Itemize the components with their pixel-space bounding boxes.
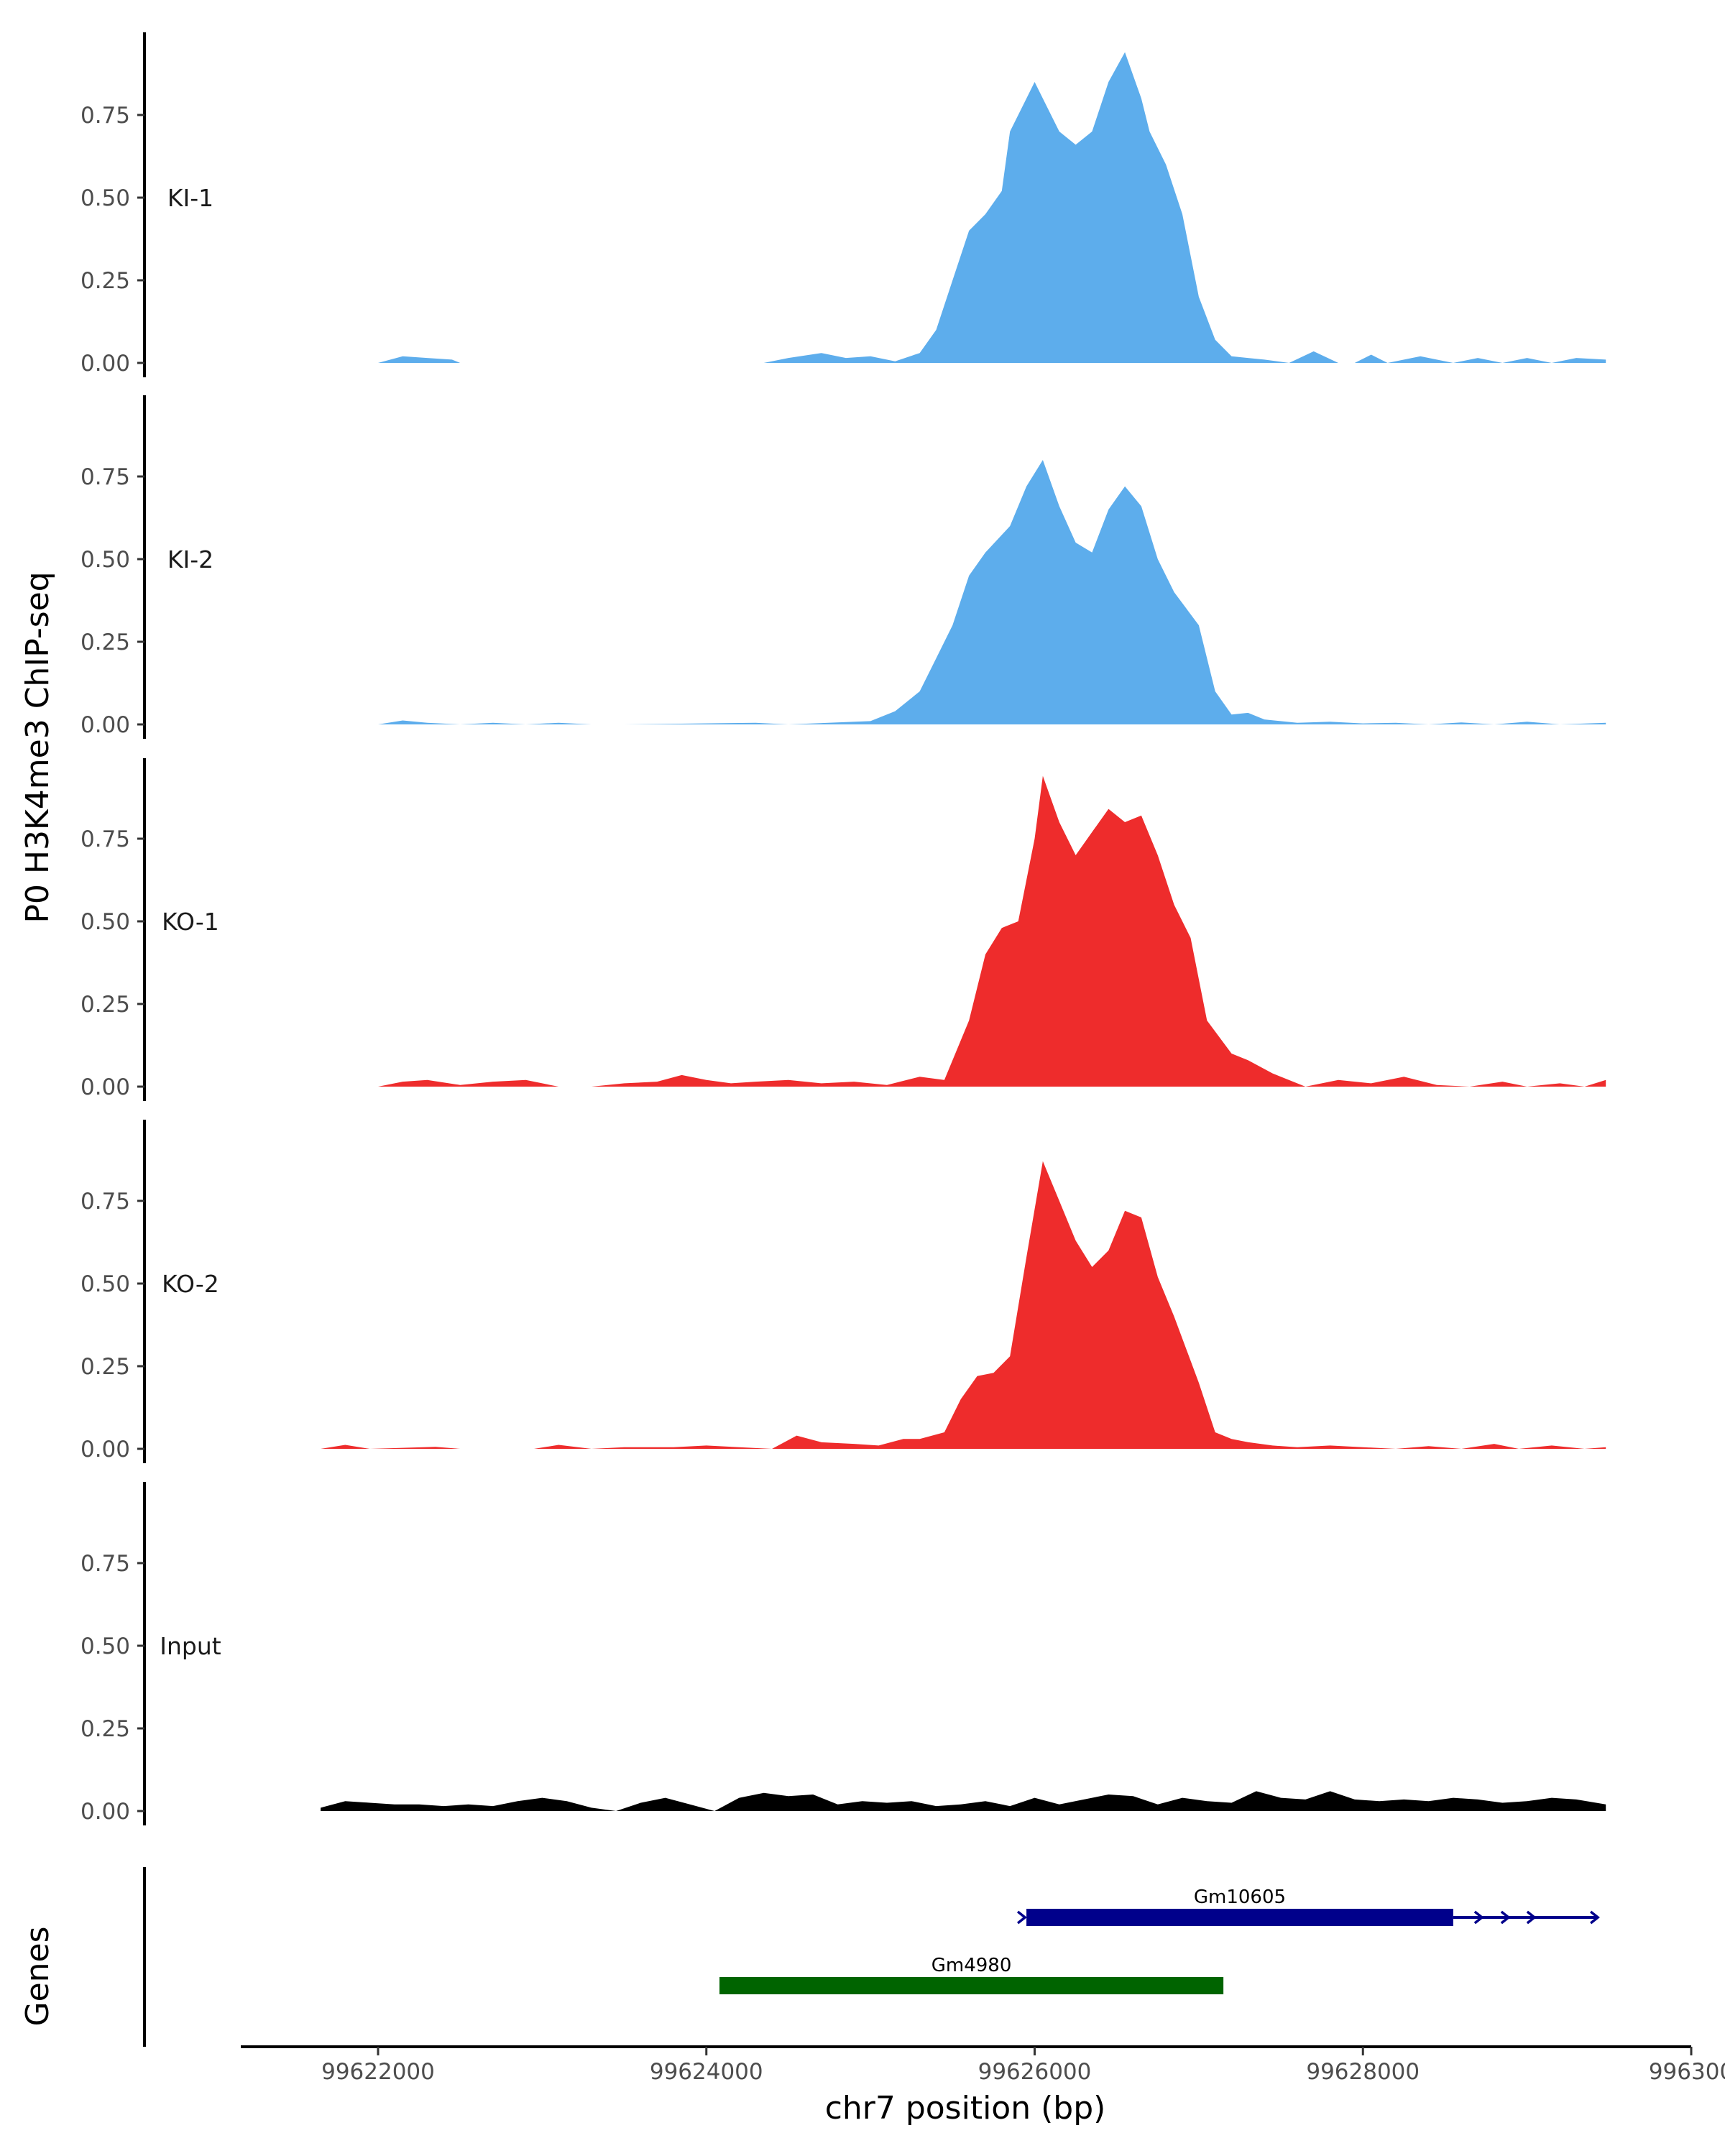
x-tick-label: 99628000 [1306, 2059, 1420, 2085]
gene-label: Gm10605 [1194, 1886, 1286, 1908]
track-panel-ko-2: 0.00 0.25 0.50 0.75 KO-2 [80, 1120, 1606, 1463]
gene-exon-bar [1026, 1909, 1453, 1926]
y-tick-label: 0.25 [80, 992, 130, 1018]
y-tick-label: 0.75 [80, 826, 130, 852]
signal-area-ko-1 [378, 775, 1606, 1087]
track-label: Input [160, 1632, 221, 1660]
gene-gm10605: Gm10605 [1016, 1886, 1600, 1926]
x-tick-label: 99622000 [321, 2059, 435, 2085]
track-panel-ki-2: 0.00 0.25 0.50 0.75 KI-2 [80, 395, 1606, 739]
y-tick-label: 0.25 [80, 630, 130, 655]
y-tick-label: 0.75 [80, 1551, 130, 1577]
x-tick-label: 996300 [1649, 2059, 1725, 2085]
track-label: KI-1 [167, 184, 213, 212]
track-panel-ki-1: 0.00 0.25 0.50 0.75 KI-1 [80, 32, 1606, 377]
y-tick-label: 0.00 [80, 1437, 130, 1462]
y-tick-label: 0.75 [80, 103, 130, 129]
y-tick-label: 0.75 [80, 464, 130, 490]
y-tick-label: 0.50 [80, 1634, 130, 1659]
track-panel-input: 0.00 0.25 0.50 0.75 Input [80, 1482, 1606, 1825]
x-axis-title: chr7 position (bp) [825, 2090, 1106, 2127]
y-tick-label: 0.00 [80, 1799, 130, 1825]
gene-gm4980: Gm4980 [719, 1955, 1224, 1994]
track-label: KO-2 [162, 1270, 219, 1298]
y-tick-label: 0.25 [80, 1716, 130, 1742]
signal-area-ko-2 [321, 1161, 1606, 1449]
genes-axis-title: Genes [19, 1926, 56, 2026]
y-axis-title: P0 H3K4me3 ChIP-seq [19, 571, 56, 923]
y-tick-label: 0.25 [80, 268, 130, 294]
strand-arrow [1526, 1910, 1537, 1925]
y-tick-label: 0.00 [80, 712, 130, 738]
y-tick-label: 0.00 [80, 1074, 130, 1100]
track-label: KO-1 [162, 908, 219, 936]
x-axis: 99622000 99624000 99626000 99628000 996300 [241, 2045, 1725, 2085]
genes-panel: Gm10605 Gm4980 [143, 1867, 1600, 2047]
gene-label: Gm4980 [932, 1955, 1012, 1976]
y-tick-label: 0.50 [80, 1271, 130, 1297]
strand-arrow [1500, 1910, 1511, 1925]
y-tick-label: 0.25 [80, 1354, 130, 1380]
strand-arrow [1473, 1910, 1484, 1925]
y-tick-label: 0.50 [80, 547, 130, 573]
y-tick-label: 0.00 [80, 351, 130, 377]
y-tick-label: 0.50 [80, 909, 130, 935]
y-tick-label: 0.75 [80, 1189, 130, 1215]
track-panel-ko-1: 0.00 0.25 0.50 0.75 KO-1 [80, 758, 1606, 1101]
signal-area-ki-1 [378, 52, 1606, 363]
signal-area-input [321, 1791, 1606, 1811]
y-tick-label: 0.50 [80, 185, 130, 211]
strand-arrow [1590, 1910, 1600, 1925]
strand-arrow [1016, 1910, 1027, 1925]
gene-exon-bar [719, 1977, 1224, 1994]
signal-area-ki-2 [378, 460, 1606, 724]
track-label: KI-2 [167, 545, 213, 573]
tracks-group: 0.00 0.25 0.50 0.75 KI-1 0.00 0.25 0.50 0.75 KI-2… [80, 32, 1606, 1825]
x-tick-label: 99624000 [650, 2059, 763, 2085]
x-tick-label: 99626000 [978, 2059, 1092, 2085]
